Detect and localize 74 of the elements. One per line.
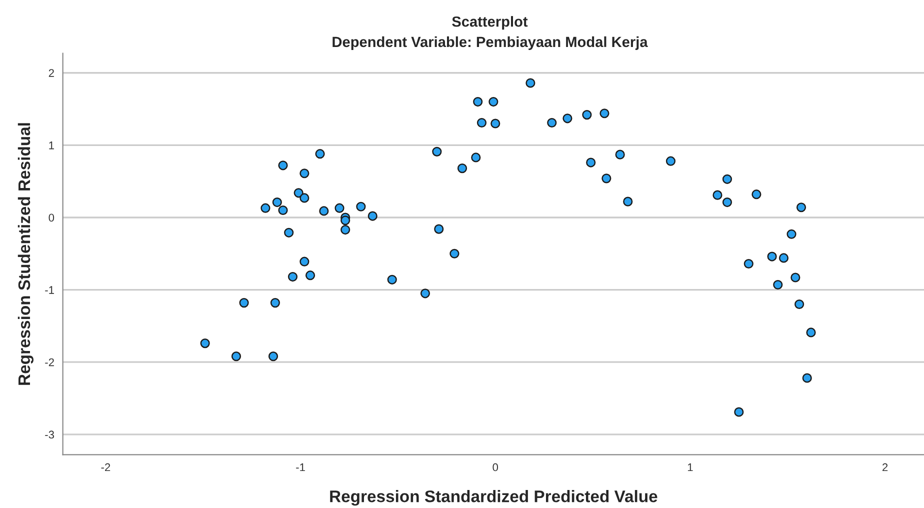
- point: [278, 160, 288, 170]
- point: [300, 193, 310, 203]
- point: [272, 198, 282, 208]
- point: [778, 253, 789, 263]
- point: [200, 338, 210, 348]
- point: [340, 224, 350, 235]
- y-tick-label: 2: [48, 69, 54, 77]
- point: [794, 299, 804, 310]
- point: [600, 108, 610, 118]
- point: [712, 190, 722, 200]
- point: [432, 146, 442, 156]
- y-axis-title: Regression Studentized Residual: [18, 123, 34, 385]
- point: [420, 288, 430, 298]
- point: [387, 274, 397, 284]
- point: [722, 198, 732, 208]
- point: [278, 205, 288, 216]
- chart-title: Scatterplot: [452, 16, 528, 30]
- point: [602, 174, 612, 184]
- point: [450, 248, 460, 258]
- point: [562, 114, 572, 124]
- point: [368, 211, 378, 221]
- y-tick-label: -2: [45, 358, 54, 366]
- point: [582, 110, 592, 120]
- point: [471, 152, 481, 162]
- point: [231, 352, 242, 362]
- point: [340, 216, 350, 226]
- y-tick-label: 0: [48, 214, 54, 222]
- x-tick-label: 1: [688, 463, 693, 472]
- point: [319, 206, 329, 216]
- point: [305, 270, 316, 280]
- point: [547, 118, 557, 128]
- point: [260, 203, 270, 213]
- x-tick-label: 0: [492, 463, 498, 472]
- point: [315, 149, 325, 159]
- point: [744, 258, 754, 269]
- point: [734, 407, 744, 417]
- point: [294, 188, 304, 198]
- point: [473, 96, 483, 107]
- point: [790, 272, 800, 282]
- point: [796, 202, 806, 212]
- point: [334, 203, 344, 213]
- point: [434, 224, 444, 234]
- y-tick-label: -1: [45, 286, 54, 294]
- y-tick-label: 1: [49, 142, 54, 150]
- point: [722, 174, 732, 184]
- point: [752, 190, 762, 200]
- point: [488, 96, 498, 107]
- y-tick-label: -3: [45, 430, 54, 439]
- point: [239, 298, 249, 308]
- point: [300, 168, 310, 178]
- point: [268, 352, 278, 362]
- point: [786, 229, 796, 239]
- point: [476, 118, 487, 128]
- point: [490, 118, 500, 128]
- point: [284, 228, 294, 238]
- x-tick-label: -1: [296, 463, 305, 472]
- chart-subtitle: Dependent Variable: Pembiayaan Modal Kerja: [332, 36, 648, 50]
- point: [767, 252, 777, 262]
- point: [615, 150, 625, 160]
- x-axis-title: Regression Standardized Predicted Value: [330, 490, 658, 506]
- point: [288, 272, 298, 282]
- point: [586, 158, 596, 168]
- point: [666, 156, 676, 166]
- point: [457, 164, 468, 174]
- point: [806, 328, 816, 338]
- point: [526, 78, 536, 88]
- point: [300, 256, 310, 266]
- point: [270, 298, 280, 308]
- point: [802, 373, 812, 383]
- point: [623, 196, 633, 206]
- x-tick-label: 2: [882, 463, 888, 472]
- point: [356, 202, 366, 212]
- x-tick-label: -2: [101, 463, 110, 472]
- point: [773, 280, 783, 290]
